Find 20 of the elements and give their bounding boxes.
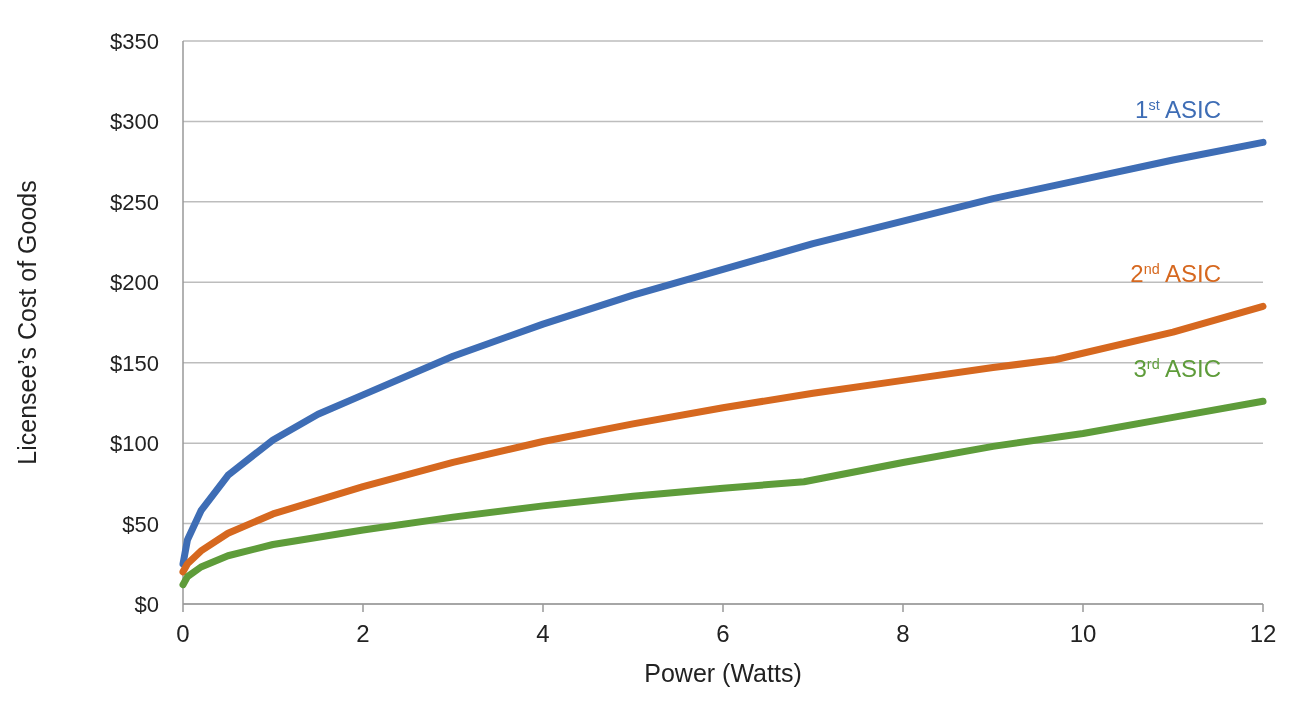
y-axis-title: Licensee’s Cost of Goods bbox=[13, 180, 41, 465]
y-tick-label: $250 bbox=[110, 189, 159, 215]
x-tick-label: 8 bbox=[896, 620, 910, 647]
x-tick-label: 4 bbox=[536, 620, 550, 647]
x-tick-label: 6 bbox=[716, 620, 730, 647]
y-tick-label: $150 bbox=[110, 350, 159, 376]
series-label: 2$^{nd}$ ASIC bbox=[1130, 260, 1221, 288]
x-tick-label: 2 bbox=[356, 620, 370, 647]
x-tick-label: 0 bbox=[176, 620, 190, 647]
y-tick-label: $200 bbox=[110, 270, 159, 296]
series-label: 3$^{rd}$ ASIC bbox=[1133, 355, 1221, 383]
y-tick-label: $300 bbox=[110, 109, 159, 135]
x-tick-label: 10 bbox=[1069, 620, 1097, 647]
y-tick-label: $0 bbox=[134, 592, 159, 617]
y-tick-label: $100 bbox=[110, 431, 159, 457]
y-tick-label: $50 bbox=[122, 511, 159, 537]
x-axis-title: Power (Watts) bbox=[644, 659, 802, 687]
x-tick-label: 12 bbox=[1249, 620, 1277, 647]
y-tick-label: $350 bbox=[110, 29, 159, 54]
series-label: 1$^{st}$ ASIC bbox=[1135, 96, 1221, 124]
